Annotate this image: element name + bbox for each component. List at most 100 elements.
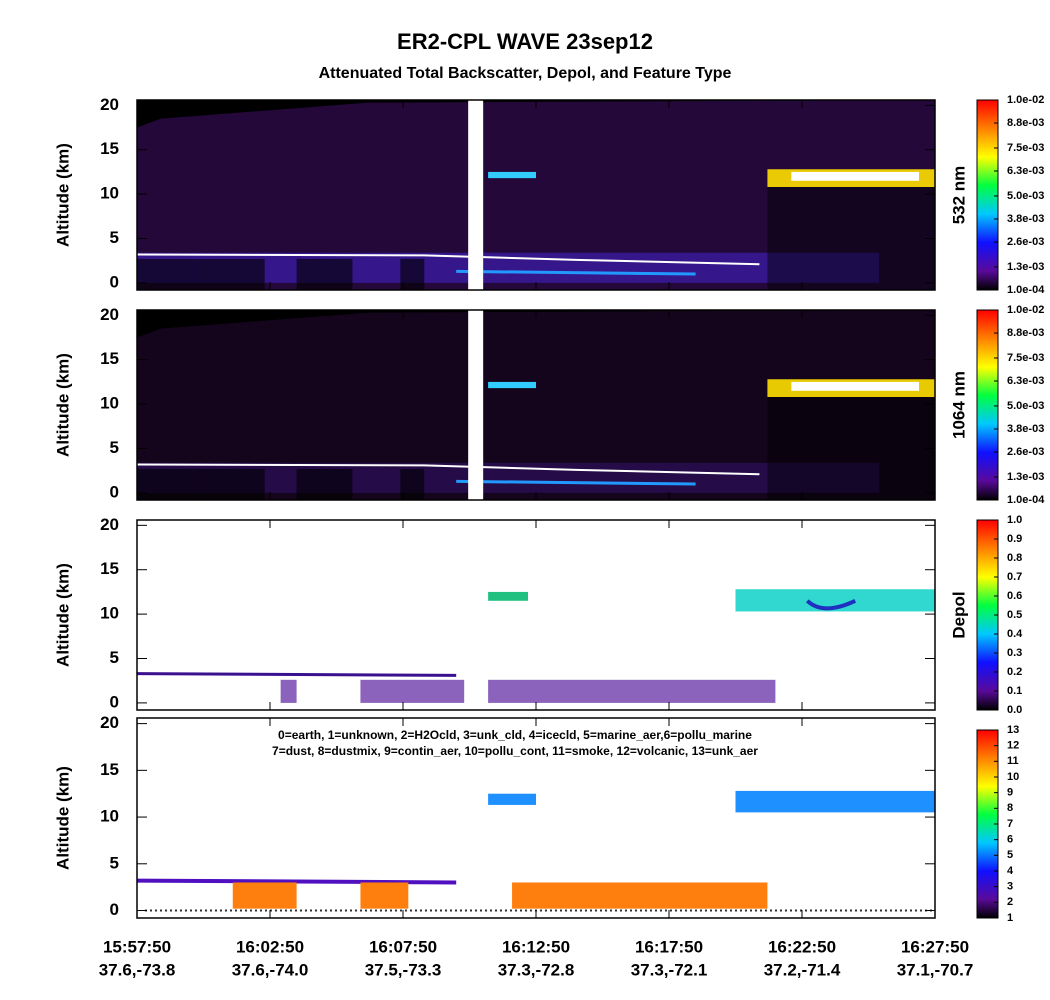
colorbar-label: Depol — [949, 591, 968, 638]
colorbar-tick-label: 1.0e-02 — [1007, 304, 1044, 316]
legend-note: 0=earth, 1=unknown, 2=H2Ocld, 3=unk_cld,… — [278, 728, 752, 742]
y-axis-label: Altitude (km) — [53, 563, 72, 667]
x-location-label: 37.2,-71.4 — [764, 960, 841, 979]
low-cloud — [456, 269, 696, 276]
colorbar-tick-label: 8.8e-03 — [1007, 117, 1044, 129]
colorbar-tick-label: 0.4 — [1007, 628, 1023, 640]
colorbar-tick-label: 7 — [1007, 818, 1013, 830]
colorbar-tick-label: 7.5e-03 — [1007, 142, 1044, 154]
aerosol — [488, 679, 776, 703]
shadow — [767, 187, 935, 290]
chart-subtitle: Attenuated Total Backscatter, Depol, and… — [319, 65, 732, 82]
colorbar-tick-label: 0.0 — [1007, 704, 1022, 716]
aerosol-top — [136, 672, 457, 677]
colorbar-tick-label: 2.6e-03 — [1007, 446, 1044, 458]
chart-title: ER2-CPL WAVE 23sep12 — [397, 29, 653, 54]
colorbar-tick-label: 0.1 — [1007, 685, 1022, 697]
colorbar-tick-label: 6.3e-03 — [1007, 165, 1044, 177]
colorbar-tick-label: 8 — [1007, 802, 1013, 814]
y-tick-label: 10 — [100, 394, 119, 413]
aerosol — [280, 679, 297, 703]
y-tick-label: 5 — [110, 438, 119, 457]
colorbar-tick-label: 1.3e-03 — [1007, 471, 1044, 483]
x-tick-label: 16:02:50 — [236, 937, 304, 956]
x-location-label: 37.1,-70.7 — [897, 960, 974, 979]
y-tick-label: 20 — [100, 515, 119, 534]
y-tick-label: 15 — [100, 559, 119, 578]
colorbar-tick-label: 2.6e-03 — [1007, 236, 1044, 248]
colorbar-tick-label: 6 — [1007, 834, 1013, 846]
cirrus-core — [791, 381, 920, 391]
panel — [136, 790, 935, 912]
low-cloud — [456, 479, 696, 486]
colorbar-tick-label: 0.2 — [1007, 666, 1022, 678]
ice-cloud — [488, 793, 536, 805]
x-location-label: 37.6,-73.8 — [99, 960, 176, 979]
y-tick-label: 5 — [110, 228, 119, 247]
colorbar-tick-label: 1.0e-04 — [1007, 494, 1045, 506]
colorbar-tick-label: 4 — [1007, 865, 1014, 877]
attenuated — [137, 258, 193, 290]
y-tick-label: 15 — [100, 349, 119, 368]
cirrus — [488, 591, 529, 601]
cloud-top — [136, 463, 760, 476]
colorbar-tick-label: 1.3e-03 — [1007, 261, 1044, 273]
attenuated — [400, 468, 425, 500]
colorbar-tick-label: 5.0e-03 — [1007, 190, 1044, 202]
y-tick-label: 0 — [110, 692, 119, 711]
panel — [136, 100, 935, 290]
attenuated — [192, 258, 265, 290]
colorbar-tick-label: 1 — [1007, 912, 1013, 924]
colorbar-tick-label: 1.0 — [1007, 514, 1022, 526]
cirrus — [488, 171, 536, 179]
y-tick-label: 0 — [110, 272, 119, 291]
attenuated — [192, 468, 265, 500]
y-tick-label: 15 — [100, 760, 119, 779]
data-gap — [468, 310, 484, 500]
colorbar-tick-label: 8.8e-03 — [1007, 327, 1044, 339]
colorbar-tick-label: 0.7 — [1007, 571, 1022, 583]
cirrus — [735, 589, 935, 612]
colorbar-tick-label: 0.3 — [1007, 647, 1022, 659]
cirrus — [488, 381, 536, 389]
colorbar-tick-label: 1.0e-04 — [1007, 284, 1045, 296]
y-tick-label: 0 — [110, 900, 119, 919]
colorbar-tick-label: 7.5e-03 — [1007, 352, 1044, 364]
sky — [137, 100, 935, 128]
colorbar-tick-label: 9 — [1007, 787, 1013, 799]
y-axis-label: Altitude (km) — [53, 766, 72, 870]
cloud-top — [136, 253, 760, 266]
y-tick-label: 10 — [100, 807, 119, 826]
colorbar — [976, 99, 999, 291]
x-tick-label: 16:17:50 — [635, 937, 703, 956]
attenuated — [400, 258, 425, 290]
colorbar-tick-label: 12 — [1007, 740, 1019, 752]
ice-cloud — [735, 790, 935, 813]
y-tick-label: 10 — [100, 184, 119, 203]
x-location-label: 37.3,-72.8 — [498, 960, 575, 979]
dust — [232, 882, 297, 909]
shadow — [767, 397, 935, 500]
y-tick-label: 20 — [100, 95, 119, 114]
colorbar-tick-label: 3.8e-03 — [1007, 423, 1044, 435]
y-axis-label: Altitude (km) — [53, 353, 72, 457]
dust — [360, 882, 409, 909]
colorbar-tick-label: 11 — [1007, 755, 1019, 767]
colorbar-tick-label: 5.0e-03 — [1007, 400, 1044, 412]
colorbar-tick-label: 10 — [1007, 771, 1019, 783]
x-tick-label: 16:07:50 — [369, 937, 437, 956]
x-tick-label: 16:27:50 — [901, 937, 969, 956]
y-tick-label: 5 — [110, 648, 119, 667]
data-gap — [468, 100, 484, 290]
y-tick-label: 5 — [110, 853, 119, 872]
aerosol-top — [136, 878, 457, 885]
x-location-label: 37.6,-74.0 — [232, 960, 309, 979]
colorbar — [976, 309, 999, 501]
colorbar-label: 532 nm — [949, 166, 968, 225]
x-location-label: 37.5,-73.3 — [365, 960, 442, 979]
colorbar-tick-label: 3.8e-03 — [1007, 213, 1044, 225]
attenuated — [296, 258, 353, 290]
aerosol — [360, 679, 465, 703]
cirrus-core — [791, 171, 920, 181]
